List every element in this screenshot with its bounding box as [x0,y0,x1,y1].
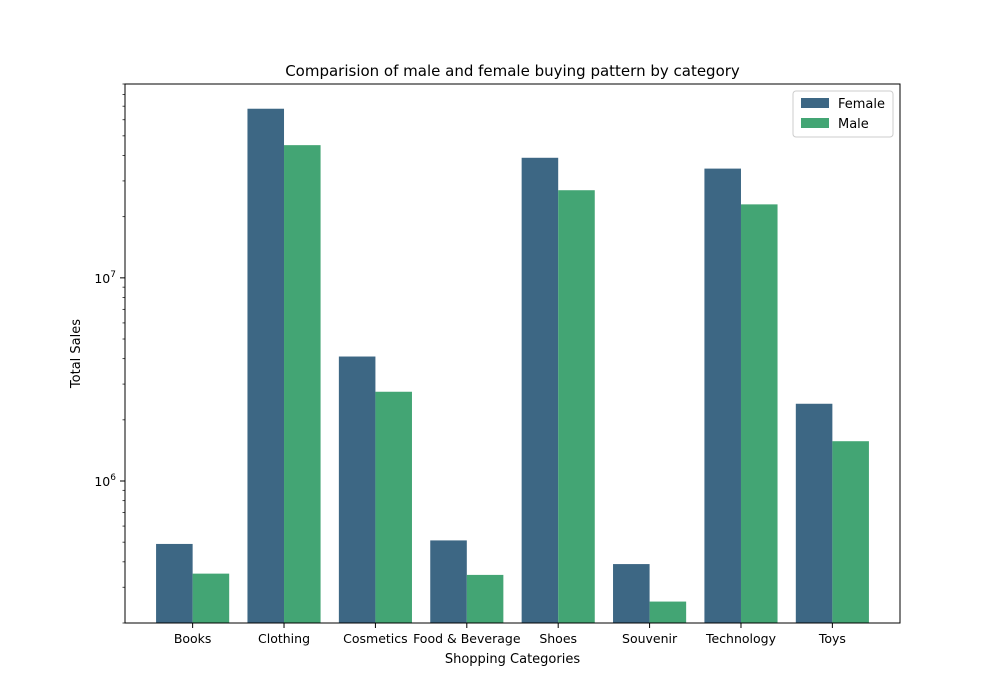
bars-group [156,108,869,624]
bar-male-souvenir [649,601,687,623]
y-axis-label: Total Sales [69,319,84,389]
bar-female-toys [795,403,833,623]
x-tick-label: Cosmetics [343,631,408,646]
x-tick-label: Shoes [539,631,577,646]
y-tick-label: 106 [94,473,116,489]
x-tick-label: Souvenir [622,631,678,646]
bar-female-shoes [521,157,559,623]
y-tick-base: 10 [94,474,110,489]
y-tick-exponent: 6 [110,473,116,483]
x-tick-label: Food & Beverage [413,631,521,646]
x-tick-label: Technology [705,631,777,646]
bar-female-food-beverage [430,540,467,623]
bar-male-books [192,573,230,623]
legend-label-female: Female [838,97,885,112]
bar-female-technology [704,168,741,623]
y-tick-label: 107 [94,270,116,286]
x-axis-label: Shopping Categories [445,652,580,667]
bar-female-clothing [247,108,285,624]
y-tick-base: 10 [94,271,110,286]
legend-swatch-male [801,118,829,128]
bar-male-food-beverage [466,574,504,623]
legend-swatch-female [801,98,829,108]
legend-label-male: Male [838,117,869,132]
bar-male-toys [832,441,869,623]
bar-male-shoes [558,190,595,623]
bar-male-cosmetics [375,391,412,623]
bar-female-books [156,543,193,623]
x-tick-label: Books [174,631,212,646]
chart-title: Comparision of male and female buying pa… [285,62,740,80]
bar-female-souvenir [613,564,650,623]
x-tick-label: Toys [818,631,846,646]
bar-male-technology [740,204,778,623]
y-tick-exponent: 7 [110,270,116,280]
bar-male-clothing [284,145,321,623]
bar-female-cosmetics [338,356,376,623]
x-tick-label: Clothing [258,631,310,646]
x-axis: Books Clothing Cosmetics Food & Beverage Sho… [174,623,846,646]
legend: Female Male [792,90,894,138]
plot-frame [124,83,901,624]
